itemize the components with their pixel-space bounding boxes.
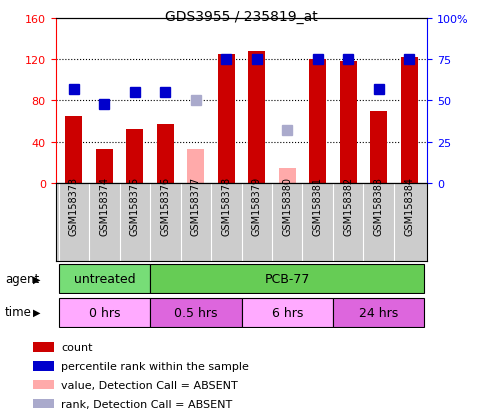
Text: rank, Detection Call = ABSENT: rank, Detection Call = ABSENT bbox=[61, 399, 232, 408]
Bar bbox=[248, 52, 265, 184]
Bar bbox=[333, 298, 425, 327]
Text: untreated: untreated bbox=[73, 272, 135, 285]
Bar bbox=[33, 342, 54, 352]
Text: count: count bbox=[61, 342, 93, 352]
Bar bbox=[150, 298, 242, 327]
Bar bbox=[279, 169, 296, 184]
Text: percentile rank within the sample: percentile rank within the sample bbox=[61, 361, 249, 371]
Bar bbox=[340, 62, 356, 184]
Bar bbox=[187, 150, 204, 184]
Bar bbox=[370, 112, 387, 184]
Bar bbox=[157, 125, 174, 184]
Bar bbox=[96, 150, 113, 184]
Bar bbox=[127, 130, 143, 184]
Text: 0.5 hrs: 0.5 hrs bbox=[174, 306, 217, 319]
Bar bbox=[242, 298, 333, 327]
Text: time: time bbox=[5, 306, 32, 319]
Bar bbox=[58, 298, 150, 327]
Text: ▶: ▶ bbox=[33, 307, 41, 317]
Text: 24 hrs: 24 hrs bbox=[359, 306, 398, 319]
Text: ▶: ▶ bbox=[33, 274, 41, 284]
Text: 0 hrs: 0 hrs bbox=[88, 306, 120, 319]
Bar bbox=[58, 264, 150, 293]
Bar bbox=[33, 380, 54, 389]
Bar bbox=[33, 399, 54, 408]
Bar bbox=[66, 116, 82, 184]
Text: value, Detection Call = ABSENT: value, Detection Call = ABSENT bbox=[61, 380, 238, 390]
Bar bbox=[401, 58, 417, 184]
Bar bbox=[218, 55, 235, 184]
Text: GDS3955 / 235819_at: GDS3955 / 235819_at bbox=[165, 10, 318, 24]
Bar bbox=[309, 60, 326, 184]
Text: PCB-77: PCB-77 bbox=[265, 272, 310, 285]
Bar bbox=[33, 361, 54, 370]
Bar bbox=[150, 264, 425, 293]
Text: agent: agent bbox=[5, 272, 39, 285]
Text: 6 hrs: 6 hrs bbox=[271, 306, 303, 319]
